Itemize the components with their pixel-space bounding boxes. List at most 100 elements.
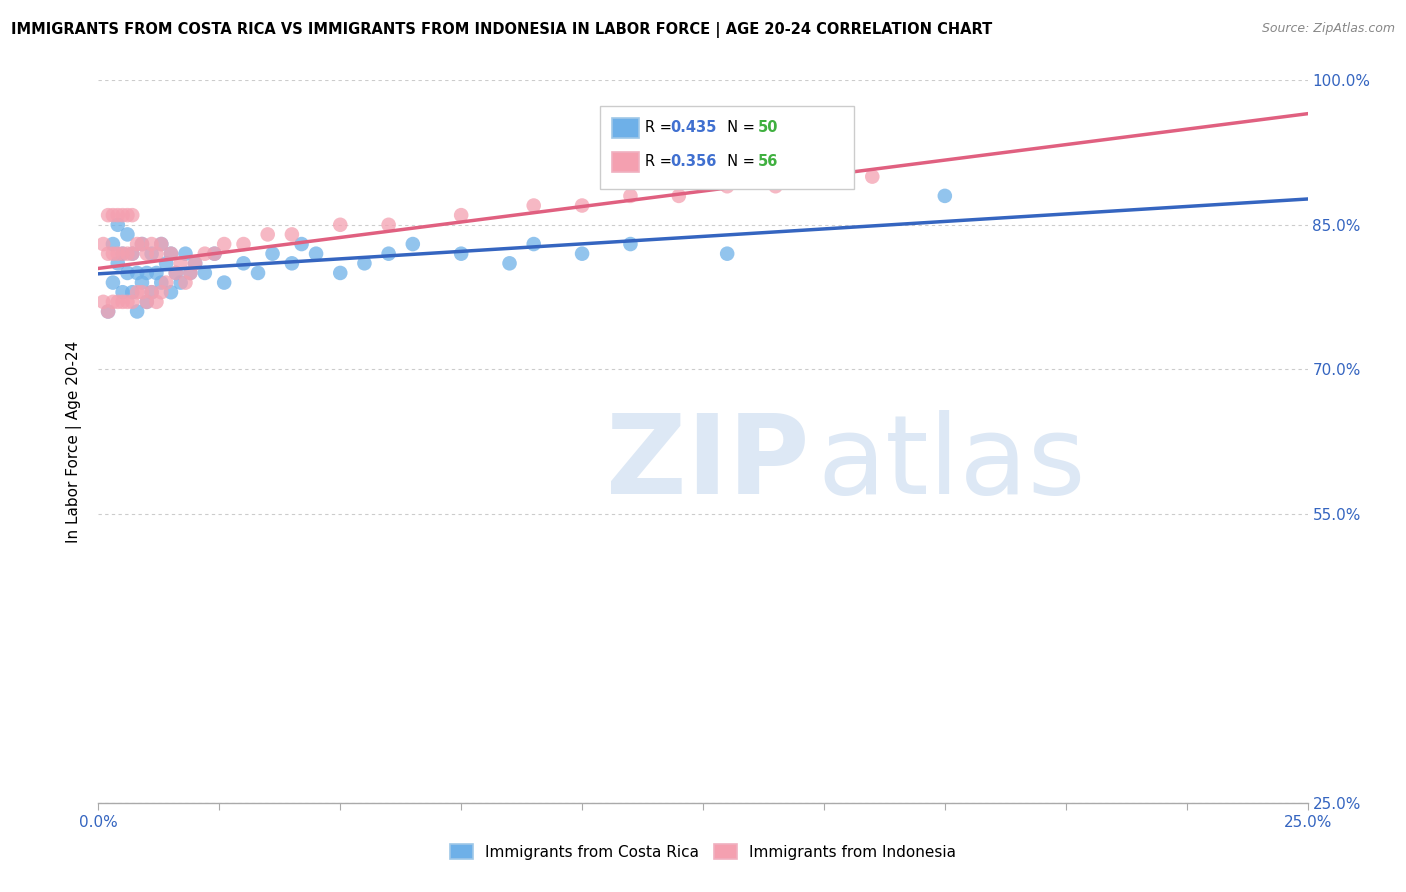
Text: IMMIGRANTS FROM COSTA RICA VS IMMIGRANTS FROM INDONESIA IN LABOR FORCE | AGE 20-: IMMIGRANTS FROM COSTA RICA VS IMMIGRANTS… — [11, 22, 993, 38]
Point — [174, 276, 197, 290]
Text: 56: 56 — [758, 154, 778, 169]
Point — [571, 246, 593, 260]
Point — [107, 218, 129, 232]
Point — [256, 227, 278, 242]
Text: 50: 50 — [758, 120, 778, 136]
Point — [135, 294, 157, 309]
Point — [97, 208, 120, 222]
Point — [716, 246, 738, 260]
Point — [860, 169, 883, 184]
Point — [281, 256, 304, 270]
Point — [204, 246, 226, 260]
Point — [305, 246, 328, 260]
Point — [141, 237, 163, 252]
Text: R =: R = — [645, 154, 676, 169]
Point — [212, 237, 235, 252]
Point — [127, 237, 149, 252]
Point — [765, 179, 787, 194]
Point — [184, 256, 207, 270]
Text: R =: R = — [645, 120, 676, 136]
Point — [160, 246, 183, 260]
Point — [121, 246, 143, 260]
Point — [97, 304, 120, 318]
Point — [498, 256, 520, 270]
Point — [212, 276, 235, 290]
Point — [232, 237, 254, 252]
Point — [179, 266, 201, 280]
Point — [232, 256, 254, 270]
Point — [169, 276, 191, 290]
Point — [281, 227, 304, 242]
Point — [145, 246, 167, 260]
Point — [135, 246, 157, 260]
Point — [117, 294, 139, 309]
Point — [117, 227, 139, 242]
Point — [141, 246, 163, 260]
Text: atlas: atlas — [818, 409, 1087, 516]
Point — [402, 237, 425, 252]
Point — [450, 246, 472, 260]
Point — [377, 246, 399, 260]
Point — [619, 189, 641, 203]
Point — [377, 218, 399, 232]
Text: 0.356: 0.356 — [671, 154, 717, 169]
Point — [117, 266, 139, 280]
Point — [91, 237, 114, 252]
Point — [141, 285, 163, 300]
Point — [107, 246, 129, 260]
Point — [571, 198, 593, 212]
Point — [262, 246, 284, 260]
Point — [204, 246, 226, 260]
Point — [165, 266, 187, 280]
Point — [179, 266, 201, 280]
Point — [813, 169, 835, 184]
Point — [121, 294, 143, 309]
Point — [150, 237, 173, 252]
Point — [101, 208, 124, 222]
Point — [101, 237, 124, 252]
Point — [716, 179, 738, 194]
Text: N =: N = — [717, 154, 759, 169]
Point — [523, 198, 546, 212]
Point — [145, 294, 167, 309]
Point — [107, 294, 129, 309]
Point — [111, 246, 134, 260]
Point — [135, 294, 157, 309]
Legend: Immigrants from Costa Rica, Immigrants from Indonesia: Immigrants from Costa Rica, Immigrants f… — [441, 836, 965, 867]
Point — [150, 276, 173, 290]
Text: Source: ZipAtlas.com: Source: ZipAtlas.com — [1261, 22, 1395, 36]
Point — [160, 246, 183, 260]
Point — [131, 237, 153, 252]
Text: ZIP: ZIP — [606, 409, 810, 516]
Point — [127, 285, 149, 300]
Point — [131, 237, 153, 252]
Point — [329, 218, 352, 232]
Point — [165, 266, 187, 280]
Text: N =: N = — [717, 120, 759, 136]
Point — [91, 294, 114, 309]
Point — [174, 246, 197, 260]
Point — [97, 246, 120, 260]
Point — [194, 246, 217, 260]
Point — [111, 294, 134, 309]
Point — [131, 285, 153, 300]
Point — [121, 285, 143, 300]
Point — [101, 276, 124, 290]
Bar — [613, 118, 638, 138]
Point — [127, 266, 149, 280]
Point — [107, 256, 129, 270]
Point — [155, 256, 177, 270]
Y-axis label: In Labor Force | Age 20-24: In Labor Force | Age 20-24 — [66, 341, 83, 542]
Point — [117, 246, 139, 260]
Point — [111, 208, 134, 222]
Point — [150, 285, 173, 300]
Text: 0.435: 0.435 — [671, 120, 717, 136]
Point — [150, 237, 173, 252]
Point — [101, 294, 124, 309]
Point — [247, 266, 270, 280]
Point — [121, 246, 143, 260]
Point — [619, 237, 641, 252]
Point — [194, 266, 217, 280]
Point — [107, 208, 129, 222]
Bar — [613, 152, 638, 172]
